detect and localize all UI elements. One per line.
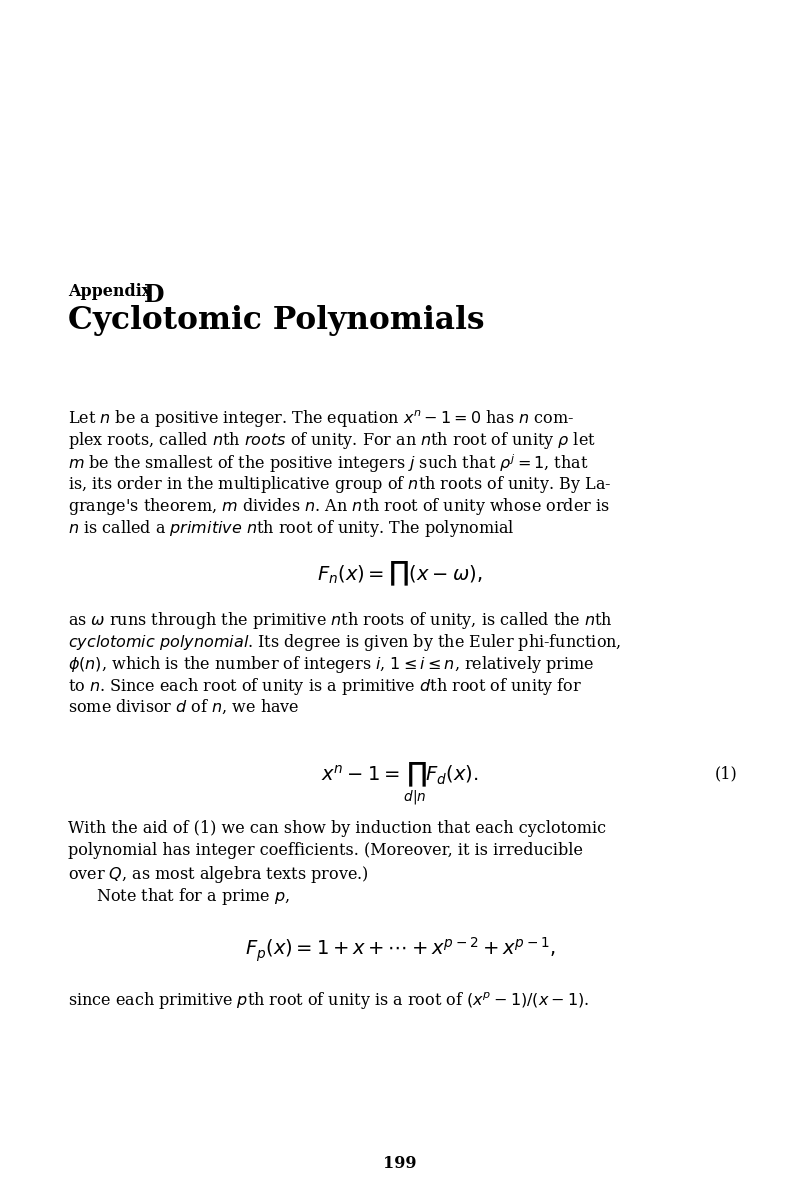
- Text: over $Q$, as most algebra texts prove.): over $Q$, as most algebra texts prove.): [68, 864, 369, 886]
- Text: $\it{cyclotomic\ polynomial}$. Its degree is given by the Euler phi-function,: $\it{cyclotomic\ polynomial}$. Its degre…: [68, 632, 622, 653]
- Text: Let $n$ be a positive integer. The equation $x^n - 1 = 0$ has $n$ com-: Let $n$ be a positive integer. The equat…: [68, 408, 574, 428]
- Text: D: D: [144, 283, 165, 307]
- Text: polynomial has integer coefficients. (Moreover, it is irreducible: polynomial has integer coefficients. (Mo…: [68, 842, 583, 859]
- Text: 199: 199: [383, 1154, 417, 1172]
- Text: as $\omega$ runs through the primitive $n$th roots of unity, is called the $n$th: as $\omega$ runs through the primitive $…: [68, 610, 613, 631]
- Text: to $n$. Since each root of unity is a primitive $d$th root of unity for: to $n$. Since each root of unity is a pr…: [68, 676, 582, 697]
- Text: (1): (1): [715, 766, 738, 782]
- Text: With the aid of (1) we can show by induction that each cyclotomic: With the aid of (1) we can show by induc…: [68, 820, 606, 838]
- Text: some divisor $d$ of $n$, we have: some divisor $d$ of $n$, we have: [68, 698, 300, 716]
- Text: Appendix: Appendix: [68, 283, 151, 300]
- Text: $F_n(x) = \prod(x - \omega),$: $F_n(x) = \prod(x - \omega),$: [318, 560, 482, 588]
- Text: $F_p(x) = 1 + x + \cdots + x^{p-2} + x^{p-1},$: $F_p(x) = 1 + x + \cdots + x^{p-2} + x^{…: [245, 936, 555, 965]
- Text: $m$ be the smallest of the positive integers $j$ such that $\rho^j = 1$, that: $m$ be the smallest of the positive inte…: [68, 452, 589, 475]
- Text: is, its order in the multiplicative group of $n$th roots of unity. By La-: is, its order in the multiplicative grou…: [68, 474, 611, 494]
- Text: Note that for a prime $p$,: Note that for a prime $p$,: [96, 886, 290, 907]
- Text: plex roots, called $n$th $\it{roots}$ of unity. For an $n$th root of unity $\rho: plex roots, called $n$th $\it{roots}$ of…: [68, 430, 596, 451]
- Text: $n$ is called a $\it{primitive}$ $n$th root of unity. The polynomial: $n$ is called a $\it{primitive}$ $n$th r…: [68, 518, 514, 539]
- Text: since each primitive $p$th root of unity is a root of $(x^p - 1)/(x - 1)$.: since each primitive $p$th root of unity…: [68, 990, 590, 1010]
- Text: $\phi(n)$, which is the number of integers $i$, $1 \leq i \leq n$, relatively pr: $\phi(n)$, which is the number of intege…: [68, 654, 594, 674]
- Text: $x^n - 1 = \prod_{d|n} F_d(x).$: $x^n - 1 = \prod_{d|n} F_d(x).$: [321, 760, 479, 806]
- Text: grange's theorem, $m$ divides $n$. An $n$th root of unity whose order is: grange's theorem, $m$ divides $n$. An $n…: [68, 496, 610, 517]
- Text: Cyclotomic Polynomials: Cyclotomic Polynomials: [68, 305, 485, 336]
